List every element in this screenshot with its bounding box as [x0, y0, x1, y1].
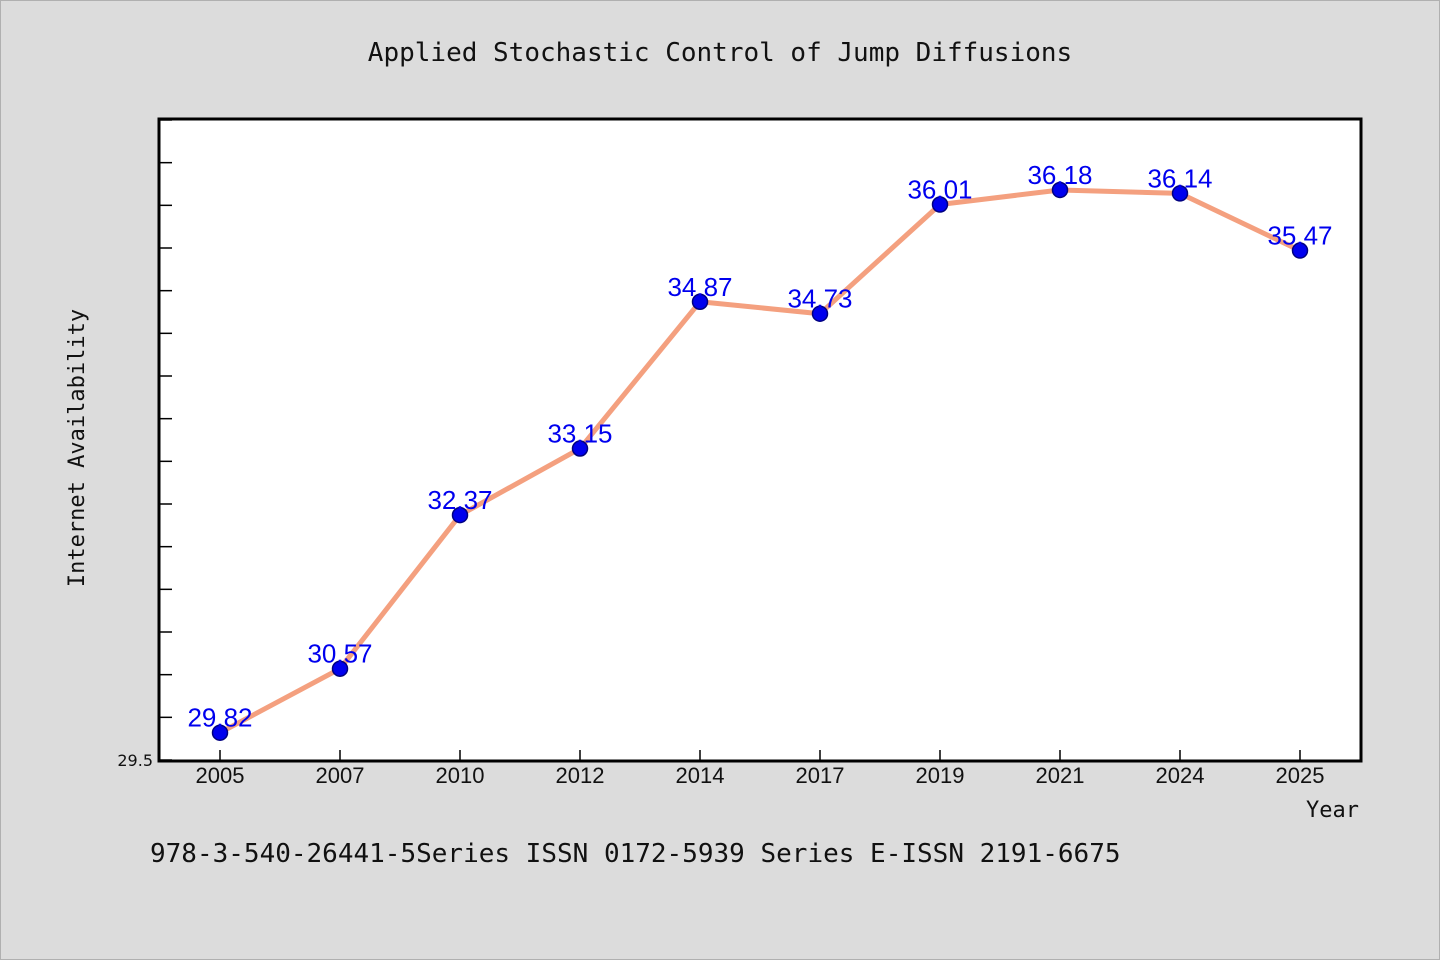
- data-label-2019: 36.01: [907, 174, 972, 204]
- data-label-2007: 30.57: [307, 639, 372, 669]
- x-tick-label-2007: 2007: [316, 763, 365, 788]
- y-tick-label-min: 29.5: [117, 751, 153, 770]
- data-point-2024: [1171, 185, 1189, 202]
- footer-caption: 978-3-540-26441-5Series ISSN 0172-5939 S…: [150, 839, 1121, 869]
- data-markers: [211, 181, 1309, 741]
- data-label-2021: 36.18: [1027, 160, 1092, 190]
- x-tick-label-2025: 2025: [1276, 763, 1325, 788]
- data-label-2017: 34.73: [787, 284, 852, 314]
- data-label-2005: 29.82: [187, 703, 252, 733]
- x-tick-label-2005: 2005: [196, 763, 245, 788]
- plot-area: [157, 117, 1363, 763]
- x-tick-label-2021: 2021: [1036, 763, 1085, 788]
- x-tick-label-2010: 2010: [436, 763, 485, 788]
- x-axis-label: Year: [1306, 798, 1359, 823]
- x-tick-label-2017: 2017: [796, 763, 845, 788]
- data-point-2017: [811, 305, 829, 322]
- chart-title: Applied Stochastic Control of Jump Diffu…: [368, 38, 1072, 68]
- data-point-2021: [1051, 181, 1069, 199]
- x-tick-label-2024: 2024: [1156, 763, 1205, 788]
- data-point-2019: [931, 196, 949, 213]
- data-point-2007: [331, 660, 349, 677]
- x-tick-label-2012: 2012: [556, 763, 605, 788]
- x-tick-label-2014: 2014: [676, 763, 725, 788]
- series-line: [217, 187, 1303, 736]
- x-axis-ticks: 2005 2007 2010 2012 2014 2017 2019 2021 2024 2025: [196, 750, 1325, 788]
- data-point-2010: [451, 506, 469, 524]
- data-point-2012: [571, 440, 589, 457]
- data-label-2024: 36.14: [1147, 163, 1212, 193]
- y-axis-ticks: [160, 119, 172, 761]
- data-label-2014: 34.87: [667, 272, 732, 302]
- data-point-2005: [211, 724, 229, 741]
- x-tick-label-2019: 2019: [916, 763, 965, 788]
- data-label-2010: 32.37: [427, 485, 492, 515]
- data-label-2025: 35.47: [1267, 221, 1332, 251]
- data-label-2012: 33.15: [547, 419, 612, 449]
- data-point-2025: [1291, 242, 1309, 259]
- y-axis-label: Internet Availability: [65, 309, 90, 587]
- data-point-2014: [691, 293, 709, 311]
- data-labels: 29.82 30.57 32.37 33.15 34.87 34.73 36.01 36.18…: [187, 160, 1332, 733]
